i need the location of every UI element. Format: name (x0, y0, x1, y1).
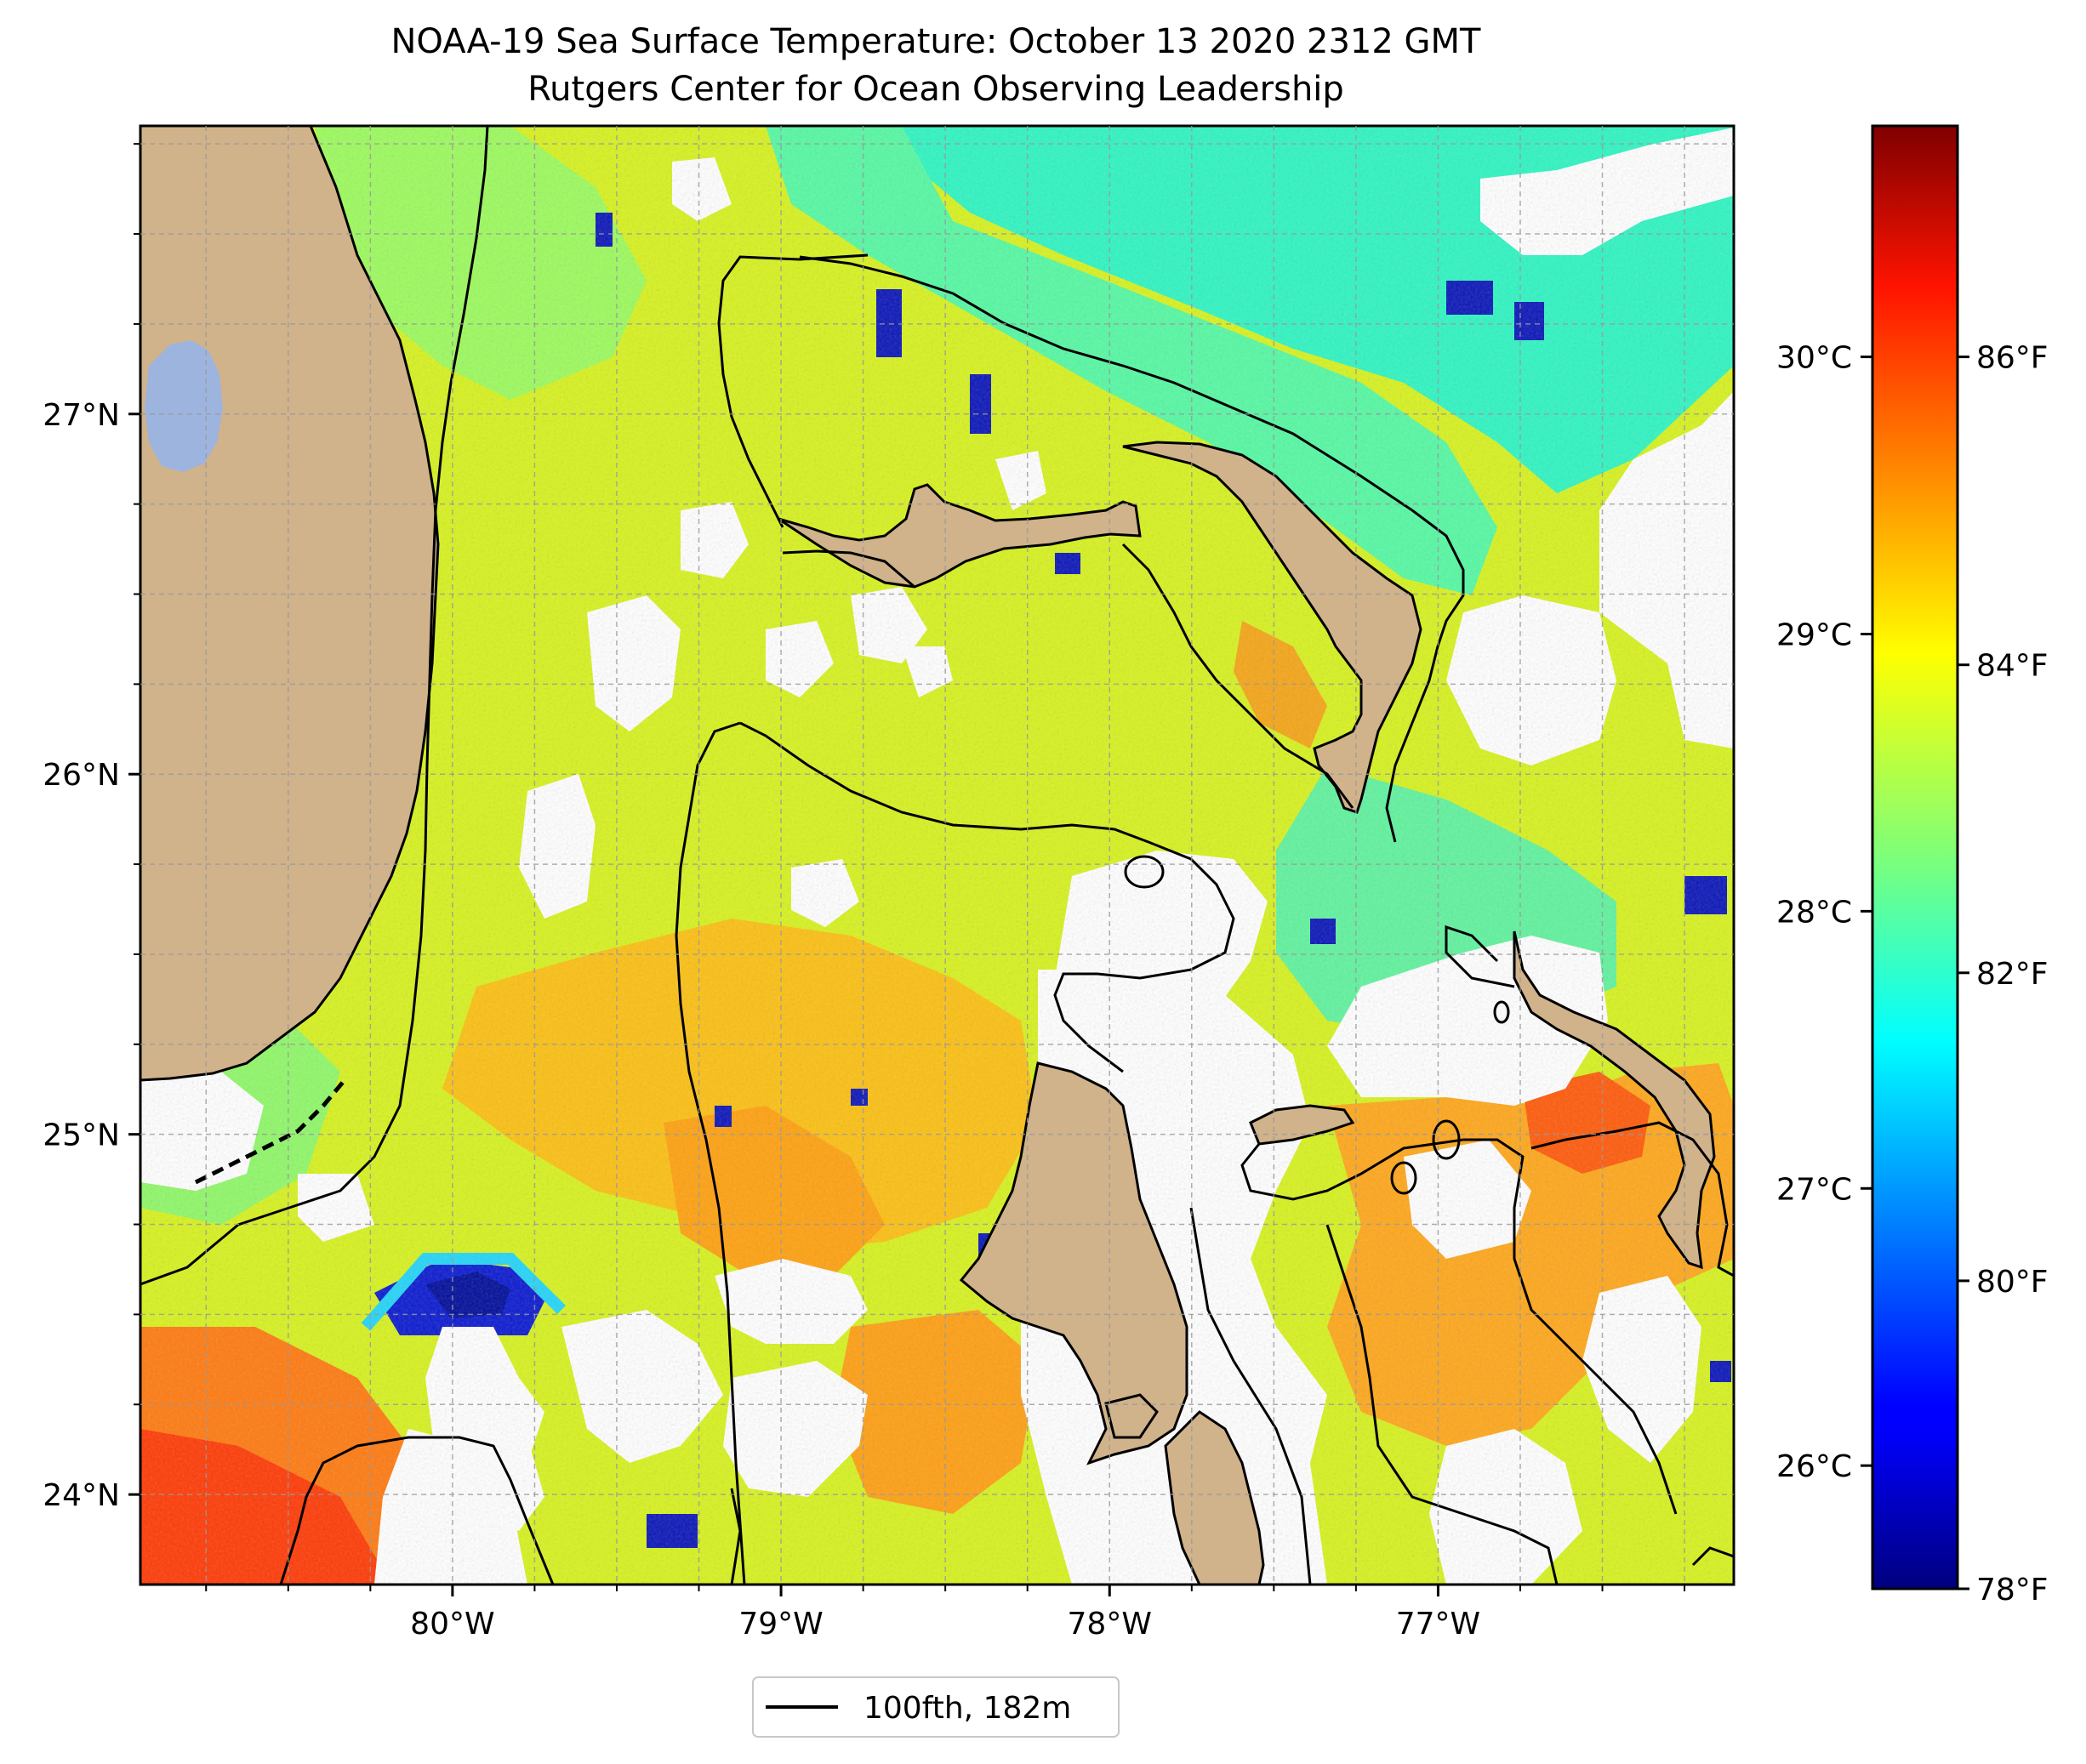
bathymetry-contour (140, 126, 1734, 1585)
legend: 100fth, 182m (752, 1676, 1120, 1738)
map-frame (139, 124, 1735, 1586)
andros-south-land (1164, 1410, 1265, 1585)
lat-tick-label: 24°N (43, 1478, 120, 1513)
colorbar-celsius-ticks: 30°C 29°C 28°C 27°C 26°C (1776, 341, 1872, 1484)
lat-tick-label: 26°N (43, 758, 120, 793)
lat-tick-label: 25°N (43, 1118, 120, 1153)
cay-3 (1390, 1161, 1417, 1195)
cay-1 (1124, 855, 1165, 889)
celsius-tick-label: 27°C (1776, 1172, 1852, 1207)
andros-land (959, 1061, 1188, 1465)
cay-4 (1493, 1000, 1510, 1024)
figure-title: NOAA-19 Sea Surface Temperature: October… (391, 22, 1482, 61)
eleuthera-land (1513, 930, 1716, 1270)
legend-label: 100fth, 182m (863, 1691, 1071, 1726)
fahrenheit-tick-label: 78°F (1976, 1573, 2049, 1608)
andros-islet (1104, 1393, 1159, 1439)
lon-tick-label: 77°W (1396, 1607, 1480, 1642)
lon-tick-label: 80°W (410, 1607, 494, 1642)
lat-tick-label: 27°N (43, 398, 120, 433)
lon-tick-label: 79°W (738, 1607, 823, 1642)
figure-subtitle: Rutgers Center for Ocean Observing Leade… (527, 70, 1344, 109)
celsius-tick-label: 28°C (1776, 895, 1852, 930)
celsius-tick-label: 29°C (1776, 617, 1852, 652)
fahrenheit-tick-label: 84°F (1976, 649, 2049, 684)
colorbar: 30°C 29°C 28°C 27°C 26°C 86°F 84°F 82°F 80°F 78°… (1776, 124, 2049, 1608)
celsius-tick-label: 30°C (1776, 341, 1852, 376)
lon-tick-label: 78°W (1068, 1607, 1152, 1642)
grand-bahama-land (778, 483, 1142, 589)
lake-okeechobee (145, 340, 223, 472)
map-panel (140, 126, 1734, 1585)
latitude-axis: 27°N 26°N 25°N 24°N (43, 143, 140, 1513)
colorbar-gradient (1871, 124, 1959, 1590)
longitude-axis: 80°W 79°W 78°W 77°W (205, 1585, 1686, 1642)
fahrenheit-tick-label: 82°F (1976, 957, 2049, 992)
colorbar-fahrenheit-ticks: 86°F 84°F 82°F 80°F 78°F (1958, 341, 2049, 1608)
legend-box (752, 1676, 1120, 1738)
celsius-tick-label: 26°C (1776, 1449, 1852, 1484)
fahrenheit-tick-label: 80°F (1976, 1265, 2049, 1300)
florida-keys (194, 1078, 346, 1185)
fahrenheit-tick-label: 86°F (1976, 341, 2049, 376)
map-gridlines (140, 126, 1734, 1585)
